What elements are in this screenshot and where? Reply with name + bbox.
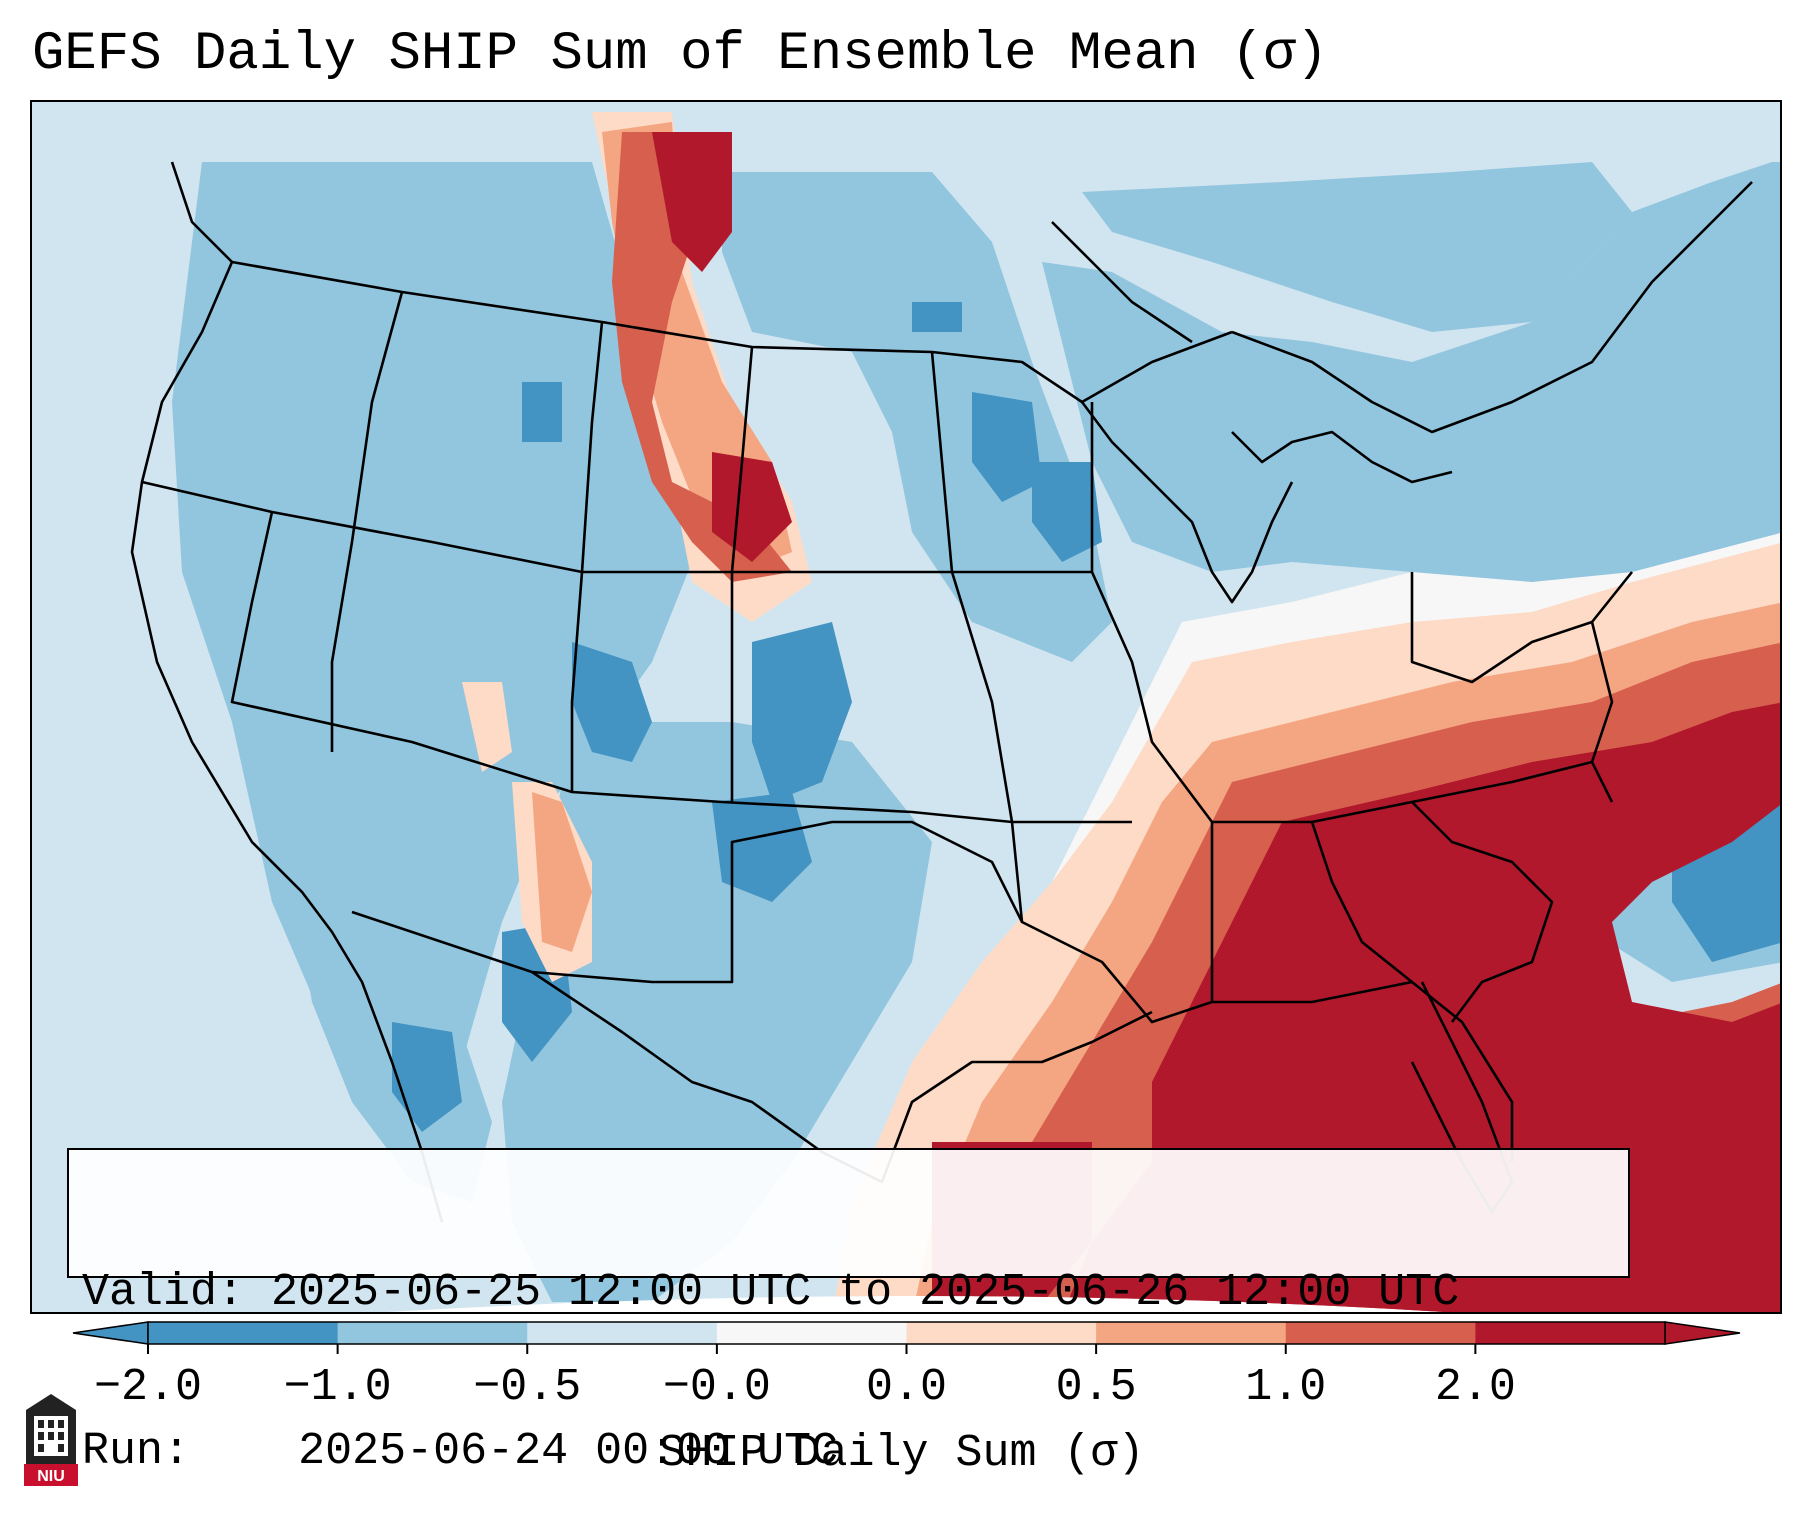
mountain-line [570, 321, 604, 792]
colorbar-segment [337, 1322, 528, 1344]
map-canvas [32, 102, 1780, 1312]
atlantic-coast [1590, 621, 1614, 803]
plot-title: GEFS Daily SHIP Sum of Ensemble Mean (σ) [32, 24, 1329, 85]
colorbar [72, 1321, 1741, 1354]
colorbar-tick-label: 0.5 [1055, 1362, 1137, 1413]
northeast-line [1231, 181, 1753, 434]
lake-shores [1231, 430, 1453, 484]
idaho-nevada [330, 291, 404, 752]
valid-label: Valid: [82, 1267, 245, 1318]
colorbar-tick-label: −2.0 [93, 1362, 203, 1413]
west-coast [130, 161, 444, 1223]
hudson-bay-edge [1051, 221, 1193, 344]
colorbar-extend-low [72, 1321, 149, 1345]
colorbar-segment [148, 1322, 339, 1344]
run-value: 2025-06-24 00:00 UTC [298, 1426, 839, 1477]
georgia-line [1310, 821, 1413, 984]
map-panel [30, 100, 1782, 1314]
valid-value: 2025-06-25 12:00 UTC to 2025-06-26 12:00… [271, 1267, 1460, 1318]
colorbar-tick-label: 2.0 [1434, 1362, 1516, 1413]
appalachian-line [1410, 571, 1634, 684]
colorbar-segment [1475, 1322, 1666, 1344]
colorbar-extend-high [1664, 1321, 1741, 1345]
colorbar-segment [1096, 1322, 1287, 1344]
boundaries [130, 161, 1753, 1223]
colorbar-segment [527, 1322, 718, 1344]
colorbar-segment [1285, 1322, 1476, 1344]
colorbar-tick-label: −0.0 [662, 1362, 771, 1413]
colorbar-tick-label: 1.0 [1245, 1362, 1327, 1413]
colorbar-tick-label: 0.0 [865, 1362, 948, 1413]
run-label: Run: [82, 1426, 191, 1477]
colorbar-tick-label: −1.0 [283, 1362, 392, 1413]
logo-text: NIU [37, 1468, 65, 1485]
plains-line [730, 346, 754, 802]
colorbar-segment [906, 1322, 1097, 1344]
carolina-coast [1411, 801, 1554, 1023]
midwest-line [930, 351, 1024, 923]
mississippi-line [1090, 402, 1214, 1002]
university-tower-icon: NIU [24, 1394, 78, 1486]
great-lakes [1080, 401, 1294, 604]
colorbar-tick-label: −0.5 [473, 1362, 582, 1413]
colorbar-label: SHIP Daily Sum (σ) [658, 1428, 1145, 1479]
colorbar-segment [716, 1322, 907, 1344]
validity-info-box: Valid: 2025-06-25 12:00 UTC to 2025-06-2… [67, 1148, 1630, 1477]
run-line: Run: 2025-06-24 00:00 UTC [82, 1425, 1628, 1478]
valid-line: Valid: 2025-06-25 12:00 UTC to 2025-06-2… [82, 1266, 1628, 1319]
